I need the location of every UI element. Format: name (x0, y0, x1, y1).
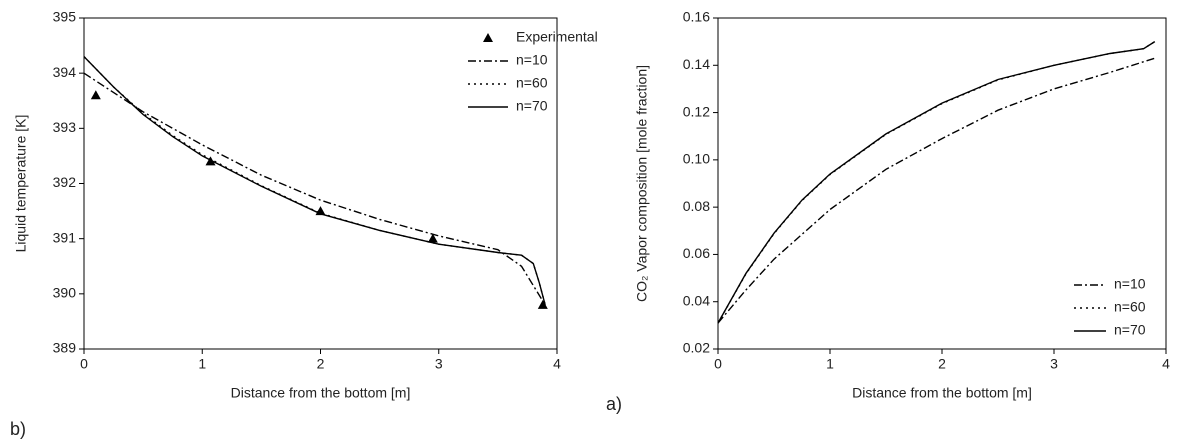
data-point (537, 299, 548, 309)
y-tick-label: 0.16 (683, 9, 710, 25)
legend-label: n=60 (1114, 299, 1146, 315)
x-tick-label: 4 (1162, 356, 1170, 372)
y-tick-label: 0.04 (683, 292, 710, 308)
legend-marker (483, 33, 493, 42)
y-tick-label: 0.08 (683, 198, 710, 214)
series-line (717, 41, 1156, 324)
y-tick-label: 0.10 (683, 151, 710, 167)
series-line (83, 72, 546, 306)
x-tick-label: 4 (553, 356, 561, 372)
y-tick-label: 391 (53, 229, 77, 245)
y-tick-label: 390 (53, 285, 77, 301)
y-tick-label: 0.12 (683, 103, 710, 119)
x-tick-label: 1 (826, 356, 834, 372)
data-point (90, 90, 101, 100)
x-tick-label: 3 (1050, 356, 1058, 372)
x-tick-label: 2 (938, 356, 946, 372)
y-tick-label: 392 (53, 174, 77, 190)
data-point (205, 156, 216, 166)
legend-label: n=10 (1114, 276, 1146, 292)
x-tick-label: 0 (80, 356, 88, 372)
series-line (717, 57, 1156, 324)
legend-label: n=70 (516, 98, 548, 114)
y-tick-label: 0.02 (683, 340, 710, 356)
plot-frame (83, 17, 558, 350)
series-line (83, 56, 546, 306)
y-tick-label: 0.14 (683, 56, 710, 72)
x-axis-label: Distance from the bottom [m] (852, 385, 1032, 401)
series-line (717, 41, 1156, 324)
x-tick-label: 3 (435, 356, 443, 372)
y-tick-label: 389 (53, 340, 77, 356)
y-tick-label: 394 (53, 64, 77, 80)
x-tick-label: 0 (714, 356, 722, 372)
legend-label: n=60 (516, 75, 548, 91)
plot-frame (717, 17, 1167, 350)
x-tick-label: 1 (198, 356, 206, 372)
x-axis-label: Distance from the bottom [m] (231, 385, 411, 401)
series-line (83, 56, 546, 306)
panel-label: b) (10, 419, 26, 439)
data-point (427, 233, 438, 243)
x-tick-label: 2 (317, 356, 325, 372)
panel-label: a) (606, 394, 622, 414)
y-axis-label: Liquid temperature [K] (13, 115, 29, 253)
y-tick-label: 395 (53, 9, 77, 25)
legend-label: n=10 (516, 52, 548, 68)
legend-label: n=70 (1114, 322, 1146, 338)
legend-label: Experimental (516, 29, 598, 45)
y-tick-label: 393 (53, 119, 77, 135)
y-tick-label: 0.06 (683, 245, 710, 261)
y-axis-label: CO₂ Vapor composition [mole fraction] (634, 65, 650, 302)
